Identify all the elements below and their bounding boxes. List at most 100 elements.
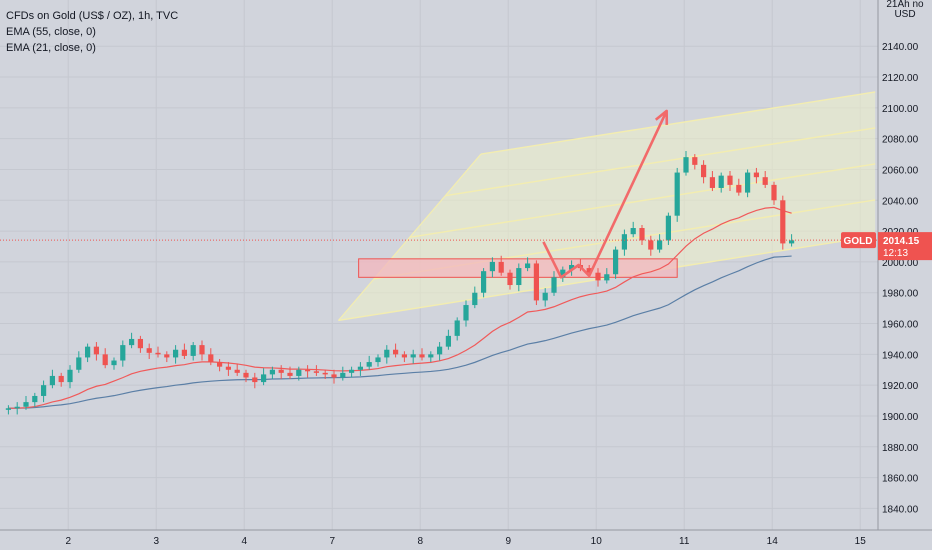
- candle-body: [234, 369, 240, 373]
- channel-edge-line: [337, 153, 482, 321]
- price-tick-label: 2060.00: [882, 165, 919, 176]
- candle-body: [401, 354, 407, 358]
- candle-body: [701, 164, 707, 178]
- candle-body: [692, 157, 698, 165]
- candle-body: [709, 177, 715, 188]
- candle-body: [261, 374, 267, 383]
- candle-body: [489, 261, 495, 272]
- candle-body: [665, 215, 671, 241]
- price-axis[interactable]: 1840.00 1860.00 1880.00 1900.00 1920.00 1940.…: [877, 0, 932, 550]
- legend-title[interactable]: CFDs on Gold (US$ / OZ), 1h, TVC: [6, 10, 179, 22]
- legend-ema21[interactable]: EMA (21, close, 0): [6, 42, 96, 54]
- ema21-polyline: [8, 206, 792, 409]
- candle-body: [129, 338, 135, 346]
- symbol-tag-label: GOLD: [844, 236, 873, 247]
- candle-body: [613, 249, 619, 275]
- time-axis[interactable]: 2 3 4 7 8 9 10 11 14 15: [0, 529, 932, 550]
- candle-body: [111, 360, 117, 366]
- candle-body: [525, 263, 531, 269]
- candle-body: [349, 369, 355, 373]
- time-tick-label: 8: [417, 536, 423, 547]
- candle-body: [428, 354, 434, 358]
- candle-body: [137, 338, 143, 349]
- candle-body: [287, 372, 293, 376]
- price-tick-label: 1900.00: [882, 412, 919, 423]
- projection-arrowhead: [654, 109, 669, 125]
- candle-body: [604, 274, 610, 281]
- time-axis-bg: [0, 530, 932, 550]
- candle-body: [76, 357, 82, 370]
- candle-body: [595, 272, 601, 281]
- candle-body: [648, 240, 654, 250]
- time-tick-label: 4: [241, 536, 247, 547]
- price-tick-label: 2120.00: [882, 73, 919, 84]
- price-tick-label: 1940.00: [882, 350, 919, 361]
- candle-body: [771, 184, 777, 201]
- candle-body: [225, 366, 231, 370]
- candle-body: [67, 369, 73, 383]
- legend-ema55[interactable]: EMA (55, close, 0): [6, 26, 96, 38]
- price-tick-label: 2040.00: [882, 196, 919, 207]
- candle-body: [357, 366, 363, 370]
- price-axis-bg: [878, 0, 932, 550]
- candle-body: [41, 385, 47, 396]
- candle-body: [410, 354, 416, 358]
- candle-body: [463, 305, 469, 321]
- candle-body: [93, 346, 99, 355]
- time-tick-label: 11: [679, 536, 690, 547]
- candle-body: [621, 234, 627, 250]
- candle-body: [780, 200, 786, 244]
- time-tick-label: 3: [153, 536, 159, 547]
- candle-body: [657, 240, 663, 250]
- candle-body: [789, 240, 795, 244]
- candle-body: [454, 320, 460, 336]
- candle-body: [278, 369, 284, 373]
- candle-body: [560, 269, 566, 278]
- price-tick-label: 2100.00: [882, 104, 919, 115]
- price-tick-label: 1980.00: [882, 289, 919, 300]
- price-tick-label: 1920.00: [882, 381, 919, 392]
- time-tick-label: 10: [591, 536, 603, 547]
- price-tick-label: 1840.00: [882, 504, 919, 515]
- channel-level-line: [445, 127, 876, 197]
- time-tick-label: 7: [329, 536, 335, 547]
- candle-body: [5, 408, 11, 410]
- candle-body: [181, 349, 187, 356]
- candle-body: [208, 354, 214, 363]
- candle-body: [445, 335, 451, 347]
- price-tag-bg: [878, 232, 932, 261]
- ema21-line: [8, 206, 792, 409]
- candle-body: [366, 362, 372, 367]
- channel-level-line: [409, 163, 876, 238]
- price-tick-label: 2080.00: [882, 135, 919, 146]
- price-tick-label: 2140.00: [882, 42, 919, 53]
- candle-body: [569, 265, 575, 270]
- candle-body: [498, 261, 504, 273]
- candle-body: [481, 271, 487, 293]
- candle-body: [762, 177, 768, 185]
- candle-body: [507, 272, 513, 286]
- candle-body: [173, 349, 179, 358]
- candle-body: [331, 374, 337, 378]
- ema55-line: [8, 255, 792, 409]
- candle-body: [419, 354, 425, 358]
- candle-body: [718, 175, 724, 188]
- candle-body: [516, 268, 522, 286]
- candle-body: [674, 172, 680, 216]
- symbol-tag-bg: [841, 232, 876, 249]
- candle-body: [58, 375, 64, 383]
- price-tag-countdown: 12:13: [883, 248, 908, 259]
- price-tick-label: 1860.00: [882, 474, 919, 485]
- projection-arrow[interactable]: [542, 109, 669, 279]
- candle-body: [533, 263, 539, 301]
- candle-body: [745, 172, 751, 193]
- candle-body: [551, 277, 557, 293]
- candle-body: [753, 172, 759, 178]
- chart-legend[interactable]: CFDs on Gold (US$ / OZ), 1h, TVC EMA (55…: [6, 8, 178, 56]
- time-tick-label: 14: [767, 536, 779, 547]
- candle-body: [14, 406, 20, 409]
- time-tick-label: 15: [855, 536, 867, 547]
